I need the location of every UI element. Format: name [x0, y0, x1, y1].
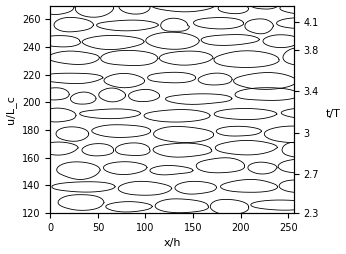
- Y-axis label: u/L_c: u/L_c: [6, 95, 17, 124]
- Y-axis label: t/T: t/T: [326, 109, 340, 119]
- X-axis label: x/h: x/h: [163, 239, 181, 248]
